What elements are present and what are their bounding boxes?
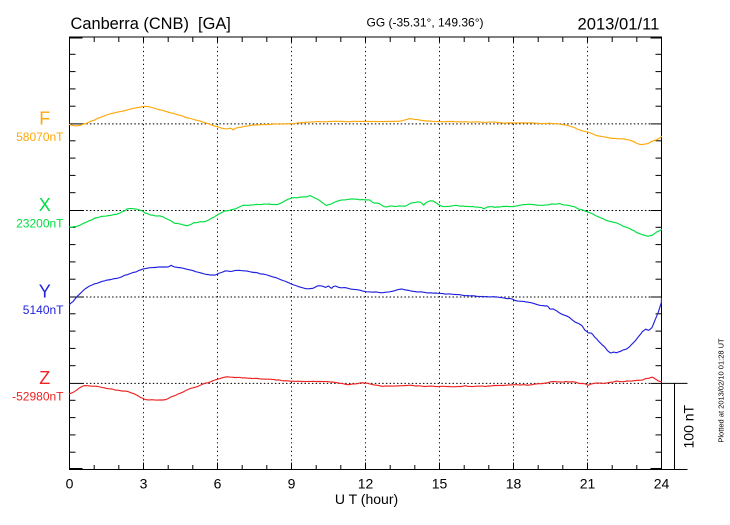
svg-text:Y: Y bbox=[39, 282, 51, 302]
svg-text:18: 18 bbox=[506, 476, 522, 492]
svg-text:-52980nT: -52980nT bbox=[12, 389, 64, 403]
svg-text:0: 0 bbox=[66, 476, 74, 492]
svg-text:U T (hour): U T (hour) bbox=[335, 491, 398, 507]
svg-text:58070nT: 58070nT bbox=[16, 130, 64, 144]
svg-text:Plotted at 2013/02/10 01:28 UT: Plotted at 2013/02/10 01:28 UT bbox=[716, 338, 725, 443]
svg-text:6: 6 bbox=[214, 476, 222, 492]
svg-text:Canberra (CNB) [GA]: Canberra (CNB) [GA] bbox=[71, 15, 231, 33]
svg-text:2013/01/11: 2013/01/11 bbox=[578, 14, 660, 33]
svg-text:21: 21 bbox=[580, 476, 596, 492]
svg-text:15: 15 bbox=[432, 476, 448, 492]
svg-text:GG (-35.31°, 149.36°): GG (-35.31°, 149.36°) bbox=[367, 15, 484, 29]
svg-text:12: 12 bbox=[358, 476, 374, 492]
svg-text:Z: Z bbox=[39, 368, 50, 388]
svg-text:23200nT: 23200nT bbox=[16, 217, 64, 231]
svg-text:5140nT: 5140nT bbox=[23, 303, 64, 317]
svg-text:9: 9 bbox=[288, 476, 296, 492]
svg-text:24: 24 bbox=[654, 476, 670, 492]
svg-text:3: 3 bbox=[140, 476, 148, 492]
svg-text:X: X bbox=[39, 195, 51, 215]
svg-text:100 nT: 100 nT bbox=[681, 404, 697, 448]
svg-text:F: F bbox=[39, 108, 50, 128]
